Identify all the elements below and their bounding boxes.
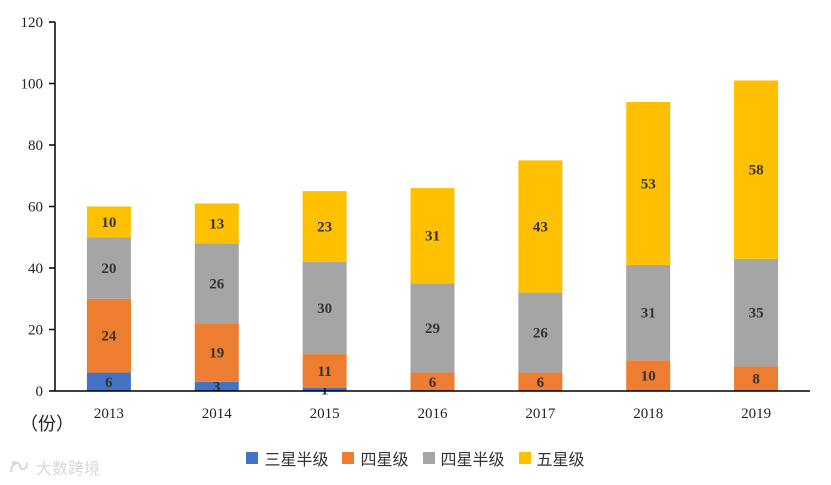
watermark-text: 大数跨境 — [36, 459, 101, 478]
legend-swatch — [246, 452, 259, 464]
y-tick-label: 20 — [28, 323, 43, 339]
x-tick-label: 2019 — [741, 406, 771, 422]
bar-segment-2016-五星级 — [410, 188, 455, 284]
data-label-2019-四星半级: 35 — [749, 306, 764, 322]
brand-logo-icon — [10, 461, 28, 473]
bar-segment-2019-四星半级 — [734, 258, 779, 367]
data-label-2015-四星级: 11 — [318, 364, 332, 380]
x-tick-label: 2014 — [202, 406, 233, 422]
bar-segment-2016-四星级 — [410, 372, 455, 391]
legend-swatch — [518, 452, 531, 464]
stacked-bar-chart: 0 20 40 60 80 100 120 6 24 20 10 2013 3 19 26 13 2014 11 1… — [21, 15, 810, 422]
legend-label: 四星半级 — [440, 450, 505, 469]
bar-segment-2016-四星半级 — [410, 283, 455, 373]
bar-segment-2013-四星半级 — [86, 237, 131, 299]
bar-segment-2017-四星半级 — [518, 292, 563, 373]
data-label-2018-五星级: 53 — [641, 176, 656, 192]
legend-label: 四星级 — [360, 450, 409, 469]
y-axis-unit-label: （份） — [20, 414, 74, 435]
data-label-2015-四星半级: 30 — [317, 301, 332, 317]
bar-segment-2013-三星半级 — [86, 372, 131, 391]
x-tick-label: 2018 — [633, 406, 663, 422]
y-tick-label: 100 — [21, 77, 44, 93]
legend-swatch — [422, 452, 435, 464]
data-label-2017-四星半级: 26 — [533, 326, 549, 342]
legend-item-五星级: 五星级 — [518, 446, 585, 470]
data-label-2013-三星半级: 6 — [105, 375, 113, 391]
x-tick-label: 2016 — [418, 406, 449, 422]
bar-segment-2014-四星级 — [194, 323, 239, 382]
data-label-2014-四星级: 19 — [209, 346, 224, 362]
bar-segment-2015-三星半级 — [302, 387, 347, 391]
bar-segment-2017-五星级 — [518, 160, 563, 293]
watermark: 大数跨境 — [8, 455, 100, 479]
legend-label: 三星半级 — [264, 450, 329, 469]
bar-segment-2018-五星级 — [626, 101, 671, 265]
bar-segment-2018-四星半级 — [626, 264, 671, 361]
legend-item-四星级: 四星级 — [342, 446, 409, 470]
legend-swatch — [342, 452, 355, 464]
y-tick-label: 120 — [21, 15, 44, 31]
x-tick-label: 2017 — [525, 406, 556, 422]
data-label-2019-五星级: 58 — [749, 163, 764, 179]
x-tick-label: 2015 — [310, 406, 340, 422]
data-label-2019-四星级: 8 — [752, 372, 760, 388]
bar-segment-2015-四星半级 — [302, 261, 347, 355]
y-tick-label: 80 — [28, 138, 43, 154]
data-label-2017-五星级: 43 — [533, 219, 548, 235]
data-label-2015-五星级: 23 — [317, 219, 332, 235]
data-label-2016-五星级: 31 — [425, 229, 440, 245]
bar-segment-2015-五星级 — [302, 191, 347, 262]
bar-segment-2018-四星级 — [626, 360, 671, 391]
bar-segment-2014-三星半级 — [194, 381, 239, 391]
x-tick-label: 2013 — [94, 406, 124, 422]
bar-segment-2015-四星级 — [302, 354, 347, 388]
data-label-2016-四星级: 6 — [429, 375, 437, 391]
bar-segment-2013-五星级 — [86, 206, 131, 238]
data-label-2013-五星级: 10 — [101, 215, 116, 231]
data-label-2016-四星半级: 29 — [425, 321, 440, 337]
data-label-2014-三星半级: 3 — [213, 379, 221, 395]
legend-item-三星半级: 三星半级 — [246, 446, 328, 470]
bar-segment-2019-五星级 — [734, 80, 779, 259]
legend-item-四星半级: 四星半级 — [422, 446, 505, 470]
y-tick-label: 60 — [28, 200, 43, 216]
chart-legend: 三星半级 四星级 四星半级 五星级 — [0, 446, 831, 470]
bar-segment-2019-四星级 — [734, 366, 779, 391]
data-label-2018-四星半级: 31 — [641, 306, 656, 322]
data-label-2017-四星级: 6 — [537, 375, 545, 391]
data-label-2014-四星半级: 26 — [209, 276, 225, 292]
data-label-2013-四星半级: 20 — [101, 261, 116, 277]
bar-segment-2013-四星级 — [86, 298, 131, 373]
bar-segment-2014-四星半级 — [194, 243, 239, 324]
bar-segment-2017-四星级 — [518, 372, 563, 391]
bar-segment-2014-五星级 — [194, 203, 239, 244]
data-label-2013-四星级: 24 — [101, 329, 117, 345]
data-label-2014-五星级: 13 — [209, 216, 224, 232]
data-label-2018-四星级: 10 — [641, 369, 656, 385]
legend-label: 五星级 — [536, 450, 585, 469]
y-tick-label: 0 — [36, 384, 44, 400]
y-tick-label: 40 — [28, 261, 43, 277]
